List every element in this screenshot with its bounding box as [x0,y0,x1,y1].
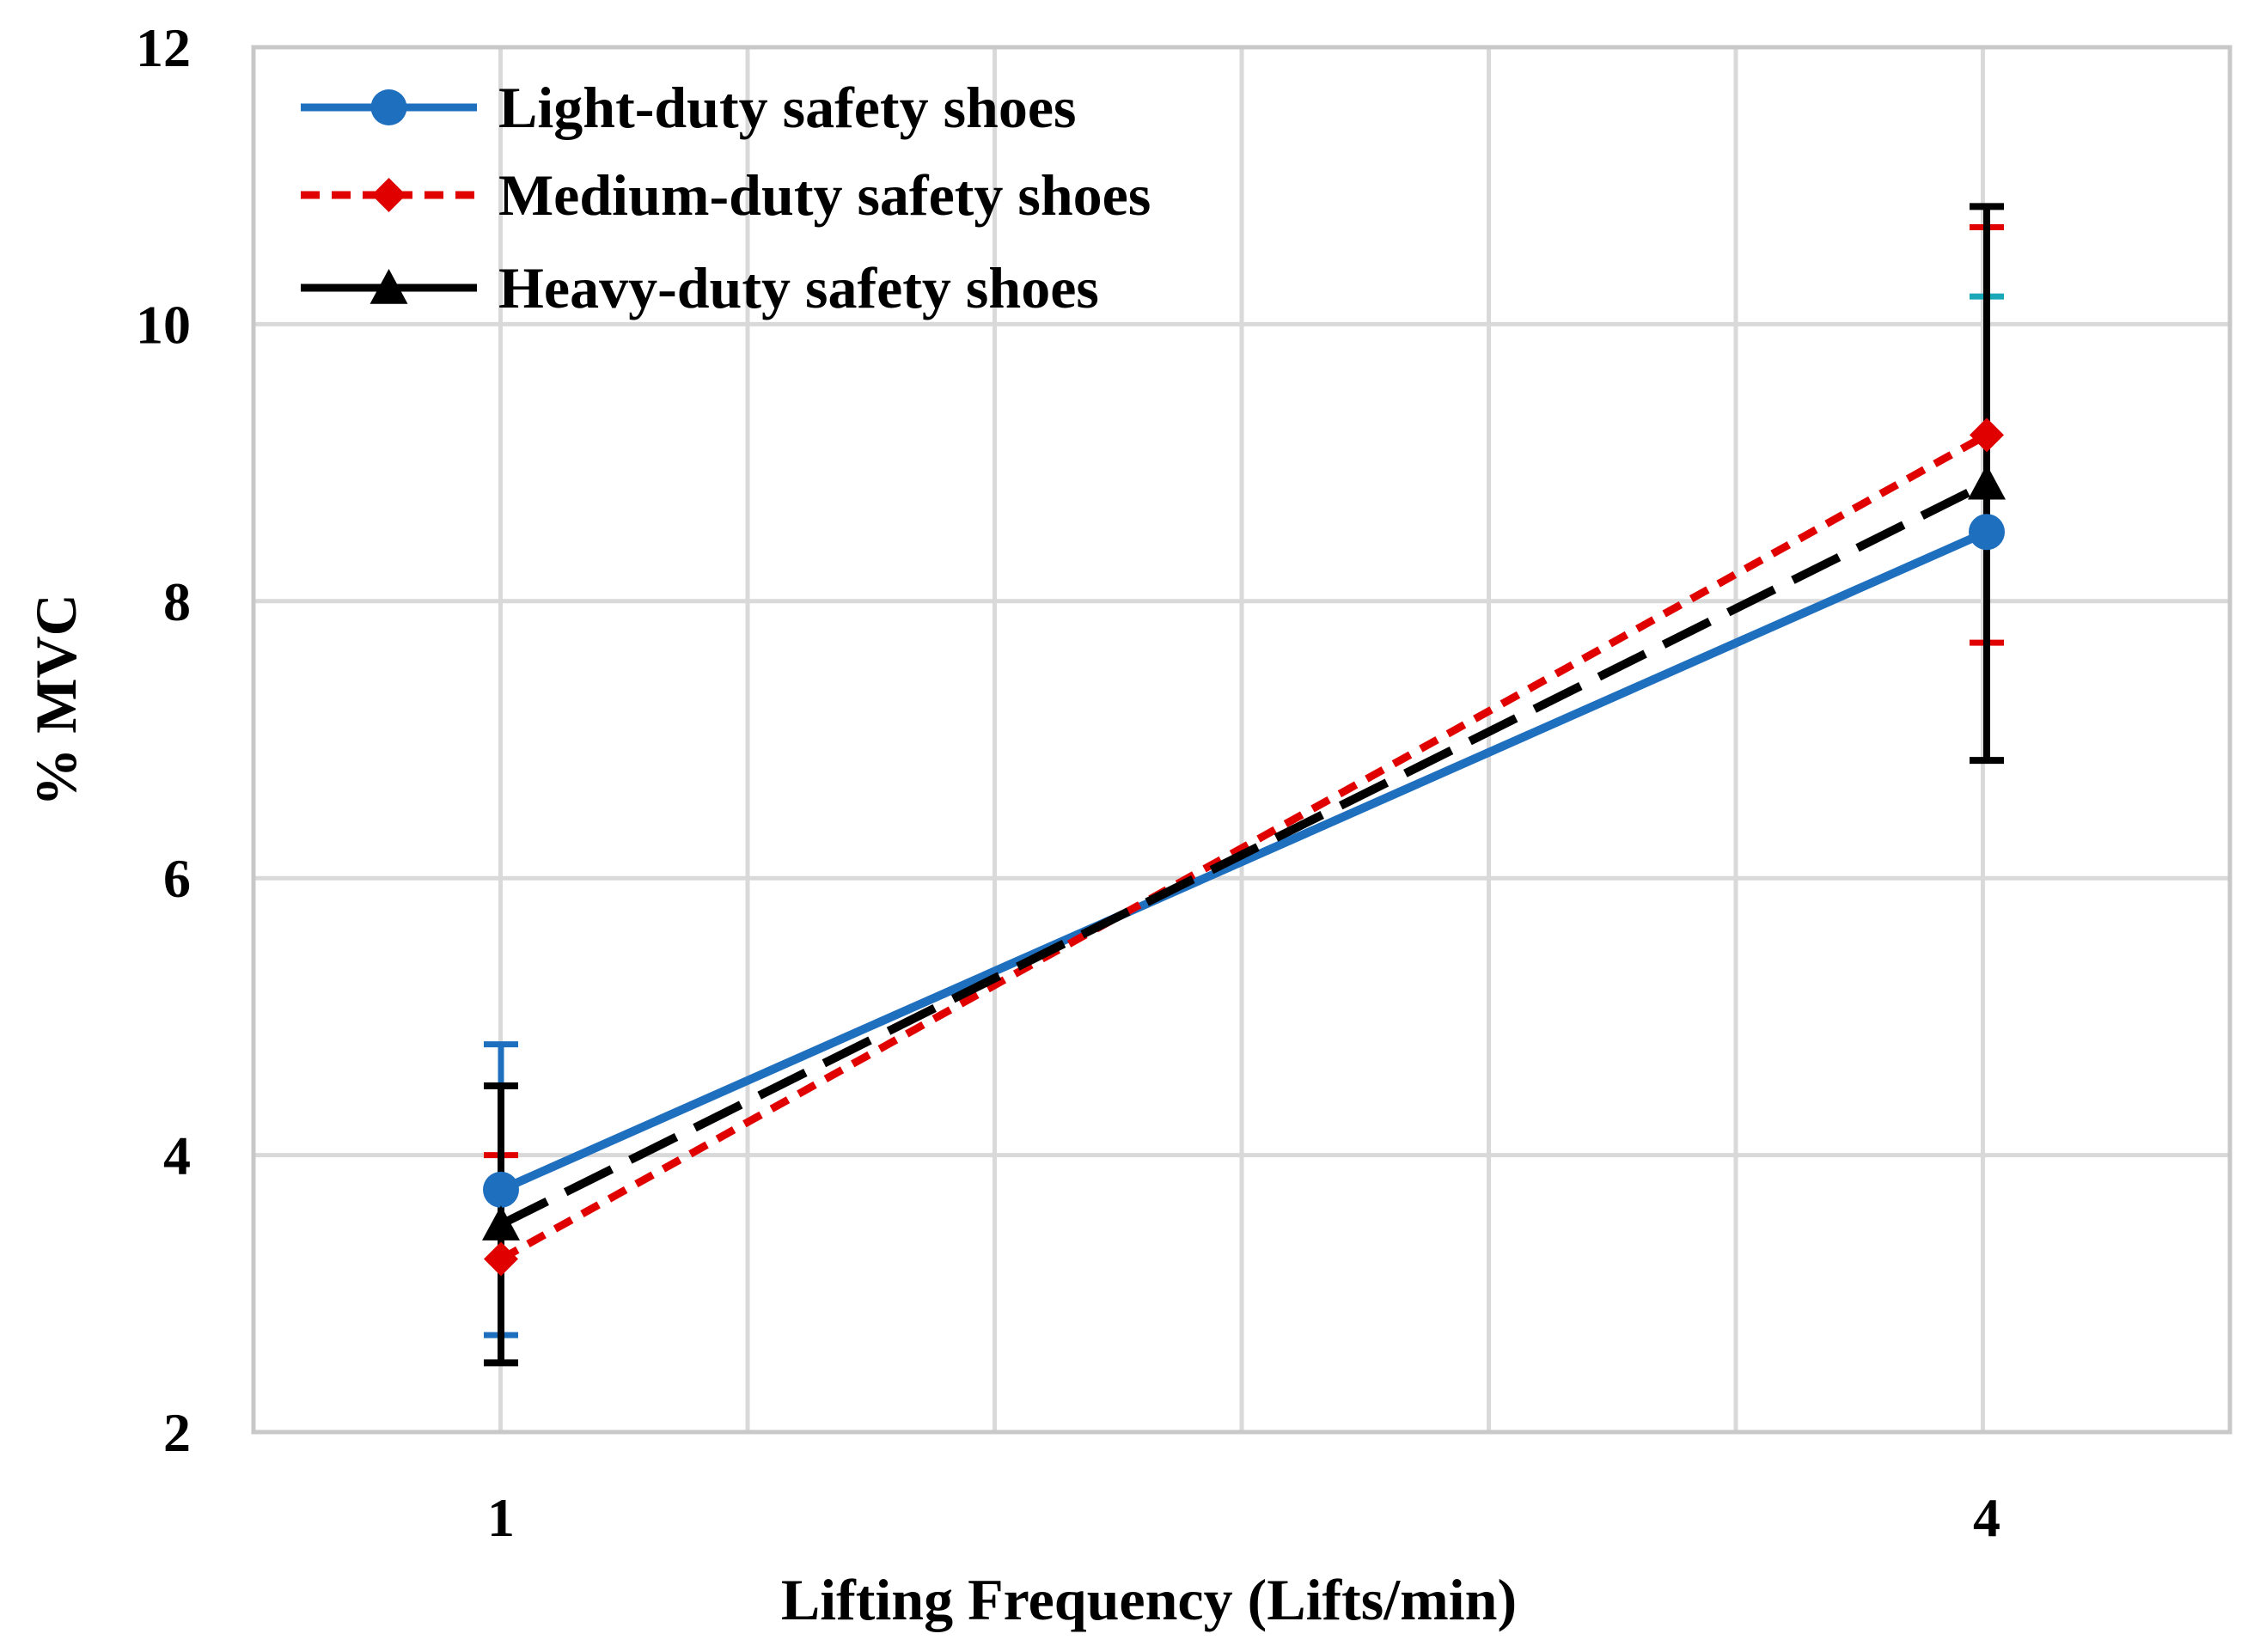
data-point [483,1171,519,1208]
legend-label: Medium-duty safety shoes [498,162,1151,228]
series-layer [482,203,2006,1367]
legend-label: Heavy-duty safety shoes [498,255,1099,320]
y-tick-label: 12 [136,17,191,78]
data-point [484,1241,518,1277]
plot-frame [251,45,2233,1435]
y-tick-label: 2 [163,1402,191,1463]
data-point [1968,464,2006,500]
x-axis-title: Lifting Frequency (Lifts/min) [781,1567,1517,1632]
y-axis-title: % MVC [23,594,89,806]
series-1 [483,514,2005,1208]
series-3 [482,464,2006,1241]
legend-item: Heavy-duty safety shoes [301,255,1099,320]
data-point [482,1205,520,1241]
series-line [498,431,1989,1263]
x-tick-label: 1 [487,1487,515,1548]
series-2 [484,418,2004,1277]
y-axis-ticks: 2 4 6 8 10 12 [136,17,191,1463]
legend-item: Light-duty safety shoes [301,75,1077,140]
data-point [1970,418,2004,453]
grid [253,47,2230,1432]
legend-marker [371,178,406,212]
legend-item: Medium-duty safety shoes [301,162,1151,228]
series-line [498,479,1989,1228]
data-point [1969,514,2005,551]
y-tick-label: 6 [163,848,191,909]
legend-label: Light-duty safety shoes [498,75,1077,140]
y-tick-label: 10 [136,294,191,355]
legend-marker [370,269,408,304]
series-line [498,527,1989,1194]
legend-marker [370,89,407,125]
x-tick-label: 4 [1973,1487,2000,1548]
y-tick-label: 8 [163,571,191,632]
y-tick-label: 4 [163,1125,191,1186]
legend: Light-duty safety shoes Medium-duty safet… [301,75,1151,320]
